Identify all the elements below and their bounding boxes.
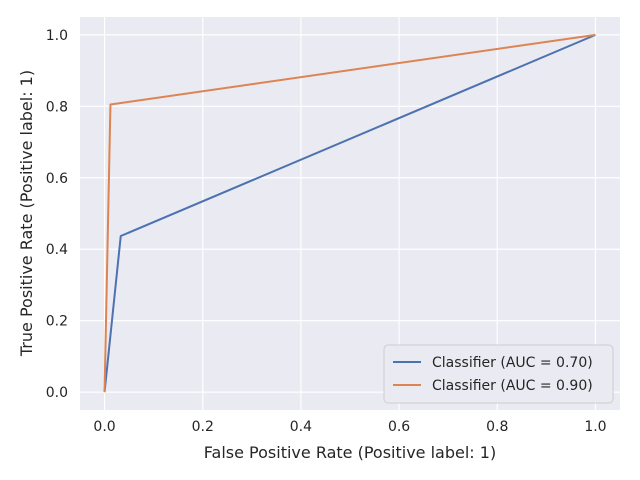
- grid: [80, 17, 620, 410]
- x-tick-labels: 0.0 0.2 0.4 0.6 0.8 1.0: [93, 419, 606, 435]
- legend-box: [383, 344, 614, 404]
- x-tick-label: 0.6: [388, 419, 410, 435]
- x-tick-label: 0.8: [486, 419, 508, 435]
- y-axis-label: True Positive Rate (Positive label: 1): [17, 70, 36, 357]
- legend-label-auc-070: Classifier (AUC = 0.70): [432, 355, 593, 371]
- x-tick-label: 0.4: [290, 419, 312, 435]
- y-tick-label: 0.4: [46, 242, 68, 258]
- series-lines: [103, 33, 596, 393]
- x-tick-label: 0.2: [192, 419, 214, 435]
- legend-label-auc-090: Classifier (AUC = 0.90): [432, 378, 593, 394]
- y-tick-label: 0.8: [46, 99, 68, 115]
- legend: Classifier (AUC = 0.70) Classifier (AUC …: [383, 344, 614, 404]
- y-tick-label: 1.0: [46, 28, 68, 44]
- x-axis-label: False Positive Rate (Positive label: 1): [204, 443, 496, 462]
- y-tick-label: 0.6: [46, 171, 68, 187]
- y-tick-labels: 0.0 0.2 0.4 0.6 0.8 1.0: [46, 28, 68, 401]
- x-tick-label: 1.0: [584, 419, 606, 435]
- y-tick-label: 0.2: [46, 314, 68, 330]
- y-tick-label: 0.0: [46, 385, 68, 401]
- x-tick-label: 0.0: [93, 419, 115, 435]
